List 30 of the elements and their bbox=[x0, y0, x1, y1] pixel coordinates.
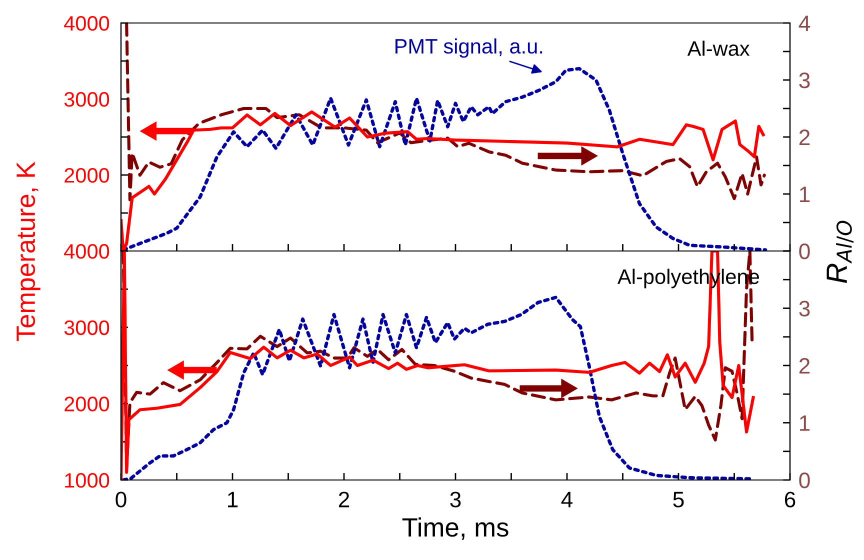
x-tick-label: 0 bbox=[116, 492, 126, 508]
y-tick-label: 4000 bbox=[64, 16, 110, 31]
x-axis-title: Time, ms bbox=[402, 517, 508, 540]
y2-tick-label: 0 bbox=[799, 472, 810, 488]
y-tick-label: 3000 bbox=[64, 92, 110, 107]
series-label: PMT signal, a.u. bbox=[396, 38, 542, 58]
x-tick-label: 2 bbox=[338, 492, 350, 508]
x-tick-label: 5 bbox=[673, 492, 684, 508]
y-tick-label: 2000 bbox=[64, 168, 110, 183]
y2-tick-label: 4 bbox=[798, 16, 810, 32]
y2-tick-label: 3 bbox=[799, 300, 810, 317]
y2-tick-label: 1 bbox=[800, 186, 810, 202]
y-axis-title: Temperature, K bbox=[16, 162, 40, 342]
y2-tick-label: 3 bbox=[799, 72, 810, 88]
y2-tick-label: 0 bbox=[799, 244, 810, 260]
y2-tick-label: 2 bbox=[799, 358, 810, 374]
y-tick-label: 1000 bbox=[65, 473, 110, 488]
line-series bbox=[122, 296, 754, 480]
y-tick-label: 2000 bbox=[64, 396, 110, 412]
line-series bbox=[125, 23, 766, 202]
y2-tick-label: 1 bbox=[800, 416, 810, 431]
y-tick-label: 3000 bbox=[64, 320, 110, 336]
x-tick-label: 6 bbox=[784, 492, 796, 508]
annotation: Al-wax bbox=[687, 40, 750, 56]
x-tick-label: 3 bbox=[450, 492, 461, 508]
y2-axis-title: R$_{Al/O}$ bbox=[826, 220, 854, 283]
x-tick-label: 4 bbox=[561, 492, 573, 508]
y2-tick-label: 2 bbox=[799, 130, 810, 146]
y-tick-label: 4000 bbox=[64, 244, 110, 259]
x-tick-label: 1 bbox=[228, 492, 238, 508]
